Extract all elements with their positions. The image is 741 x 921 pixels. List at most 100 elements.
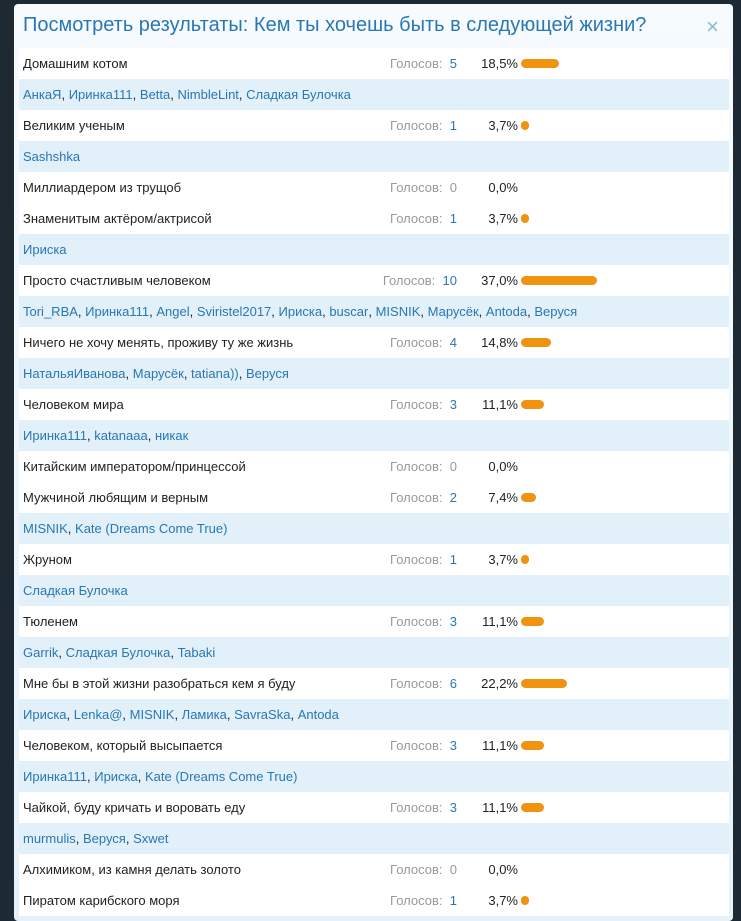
vote-percent: 18,5% bbox=[481, 56, 518, 71]
vote-bar-area bbox=[521, 730, 729, 761]
votes-count: Голосов: 4 bbox=[390, 335, 457, 350]
voter-link[interactable]: Веруся bbox=[245, 366, 289, 381]
vote-bar-area bbox=[521, 265, 729, 296]
voter-link[interactable]: Kate (Dreams Come True) bbox=[75, 521, 228, 536]
voter-link[interactable]: Сладкая Булочка bbox=[23, 583, 128, 598]
voter-link[interactable]: tatiana)) bbox=[191, 366, 239, 381]
voter-link[interactable]: НатальяИванова bbox=[23, 366, 126, 381]
voter-link[interactable]: Sxwet bbox=[133, 831, 169, 846]
vote-bar bbox=[521, 803, 544, 812]
voter-link[interactable]: Веруся bbox=[82, 831, 126, 846]
votes-number[interactable]: 3 bbox=[449, 397, 457, 412]
voter-link[interactable]: Марусёк bbox=[132, 366, 184, 381]
dialog-title: Посмотреть результаты: Кем ты хочешь быт… bbox=[23, 14, 647, 36]
votes-count: Голосов: 0 bbox=[390, 459, 457, 474]
vote-percent: 0,0% bbox=[488, 180, 518, 195]
voter-link[interactable]: SavraSka bbox=[234, 707, 291, 722]
votes-number: 0 bbox=[449, 862, 457, 877]
votes-number[interactable]: 1 bbox=[449, 118, 457, 133]
voter-link[interactable]: Сладкая Булочка bbox=[65, 645, 171, 660]
voter-link[interactable]: MISNIK bbox=[375, 304, 421, 319]
votes-label: Голосов: bbox=[390, 335, 447, 350]
votes-number[interactable]: 3 bbox=[449, 614, 457, 629]
option-label: Домашним котом bbox=[23, 56, 128, 71]
voter-link[interactable]: Antoda bbox=[485, 304, 528, 319]
voter-link[interactable]: Kate (Dreams Come True) bbox=[145, 769, 298, 784]
voter-link[interactable]: buscar bbox=[329, 304, 369, 319]
voter-link[interactable]: Иринка111 bbox=[68, 87, 133, 102]
voter-link[interactable]: katanaaa bbox=[94, 428, 148, 443]
option-label: Жруном bbox=[23, 552, 72, 567]
votes-number[interactable]: 6 bbox=[449, 676, 457, 691]
vote-percent: 3,7% bbox=[488, 211, 518, 226]
voter-link[interactable]: murmulis bbox=[23, 831, 76, 846]
voter-link[interactable]: Ириска bbox=[94, 769, 138, 784]
vote-bar-area bbox=[521, 482, 729, 513]
voter-link[interactable]: MISNIK bbox=[129, 707, 175, 722]
vote-bar-area bbox=[521, 389, 729, 420]
vote-bar-area bbox=[521, 48, 729, 79]
votes-number[interactable]: 3 bbox=[449, 800, 457, 815]
voter-link[interactable]: Antoda bbox=[297, 707, 339, 722]
separator: , bbox=[125, 366, 133, 381]
vote-bar bbox=[521, 896, 529, 905]
vote-percent: 3,7% bbox=[488, 552, 518, 567]
voter-link[interactable]: Betta bbox=[139, 87, 171, 102]
separator: , bbox=[478, 304, 486, 319]
separator: , bbox=[61, 87, 69, 102]
option-label: Мужчиной любящим и верным bbox=[23, 490, 209, 505]
voter-link[interactable]: Sviristel2017 bbox=[196, 304, 272, 319]
voter-link[interactable]: никак bbox=[154, 428, 189, 443]
votes-label: Голосов: bbox=[390, 56, 447, 71]
close-icon[interactable]: × bbox=[706, 14, 719, 39]
separator: , bbox=[86, 769, 95, 784]
votes-label: Голосов: bbox=[390, 893, 447, 908]
voter-link[interactable]: Tabaki bbox=[177, 645, 216, 660]
separator: , bbox=[132, 87, 140, 102]
voters-row: Сладкая Булочка bbox=[19, 575, 729, 606]
voter-link[interactable]: Сладкая Булочка bbox=[246, 87, 351, 102]
votes-number[interactable]: 1 bbox=[449, 211, 457, 226]
voter-link[interactable]: Марусёк bbox=[427, 304, 479, 319]
voter-link[interactable]: Веруся bbox=[534, 304, 578, 319]
votes-number[interactable]: 4 bbox=[449, 335, 457, 350]
voters-row: Иринка111, katanaaa, никак bbox=[19, 420, 729, 451]
voter-link[interactable]: Ламика bbox=[181, 707, 227, 722]
separator: , bbox=[125, 831, 134, 846]
voter-link[interactable]: MISNIK bbox=[23, 521, 68, 536]
voter-link[interactable]: Garrik bbox=[23, 645, 59, 660]
vote-bar bbox=[521, 679, 567, 688]
voter-link[interactable]: Иринка111 bbox=[85, 304, 150, 319]
separator: , bbox=[170, 87, 178, 102]
vote-percent: 11,1% bbox=[482, 614, 518, 629]
separator: , bbox=[66, 707, 74, 722]
votes-number[interactable]: 5 bbox=[449, 56, 457, 71]
votes-label: Голосов: bbox=[390, 490, 447, 505]
votes-label: Голосов: bbox=[390, 180, 447, 195]
voter-link[interactable]: Tori_RBA bbox=[23, 304, 78, 319]
separator: , bbox=[77, 304, 86, 319]
voter-link[interactable]: АнкаЯ bbox=[23, 87, 62, 102]
voter-link[interactable]: Sashshka bbox=[23, 149, 81, 164]
votes-number[interactable]: 2 bbox=[449, 490, 457, 505]
option-label: Знаменитым актёром/актрисой bbox=[23, 211, 212, 226]
voters-row: MISNIK, Kate (Dreams Come True) bbox=[19, 513, 729, 544]
voter-link[interactable]: Ириска bbox=[278, 304, 323, 319]
voter-link[interactable]: Ириска bbox=[23, 707, 67, 722]
votes-number[interactable]: 3 bbox=[449, 738, 457, 753]
votes-number[interactable]: 1 bbox=[449, 552, 457, 567]
voters-row: НатальяИванова, Марусёк, tatiana)), Веру… bbox=[19, 358, 729, 389]
vote-bar-area bbox=[521, 606, 729, 637]
voter-link[interactable]: Lenka@ bbox=[73, 707, 123, 722]
voter-link[interactable]: Ириска bbox=[23, 242, 67, 257]
separator: , bbox=[86, 428, 95, 443]
voter-link[interactable]: Angel bbox=[156, 304, 190, 319]
votes-number[interactable]: 10 bbox=[442, 273, 457, 288]
separator: , bbox=[322, 304, 330, 319]
vote-percent: 14,8% bbox=[481, 335, 518, 350]
votes-number[interactable]: 1 bbox=[449, 893, 457, 908]
voter-link[interactable]: Иринка111 bbox=[23, 428, 87, 443]
voter-link[interactable]: Иринка111 bbox=[23, 769, 87, 784]
poll-option-row: Миллиардером из трущоб Голосов: 0 0,0% bbox=[19, 172, 729, 203]
voter-link[interactable]: NimbleLint bbox=[177, 87, 239, 102]
